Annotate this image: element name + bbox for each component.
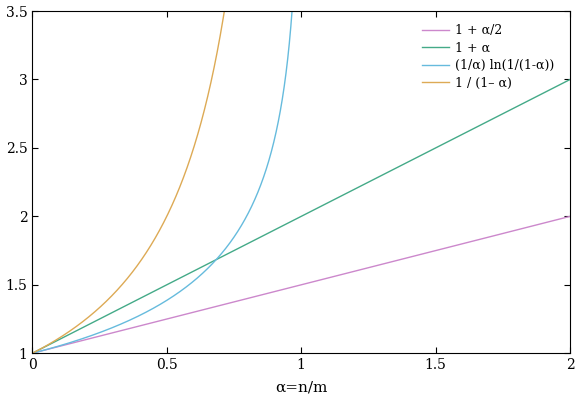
1 + α xyxy=(556,82,563,87)
Legend: 1 + α/2, 1 + α, (1/α) ln(1/(1-α)), 1 / (1– α): 1 + α/2, 1 + α, (1/α) ln(1/(1-α)), 1 / (… xyxy=(418,21,559,93)
1 / (1– α) xyxy=(219,22,226,27)
1 / (1– α) xyxy=(221,9,228,14)
1 + α/2 xyxy=(29,351,36,356)
Line: 1 + α: 1 + α xyxy=(32,80,570,353)
(1/α) ln(1/(1-α)) xyxy=(91,332,98,337)
(1/α) ln(1/(1-α)) xyxy=(61,342,68,347)
1 + α xyxy=(258,234,265,239)
1 + α/2 xyxy=(258,292,265,297)
(1/α) ln(1/(1-α)) xyxy=(89,333,96,338)
Line: 1 + α/2: 1 + α/2 xyxy=(32,216,570,353)
1 / (1– α) xyxy=(192,140,199,145)
1 + α/2 xyxy=(90,335,97,340)
Line: (1/α) ln(1/(1-α)): (1/α) ln(1/(1-α)) xyxy=(32,12,292,353)
X-axis label: α=n/m: α=n/m xyxy=(275,380,327,394)
(1/α) ln(1/(1-α)) xyxy=(29,351,36,356)
1 + α xyxy=(90,320,97,324)
1 / (1– α) xyxy=(104,298,111,302)
1 + α/2 xyxy=(556,217,563,222)
1 + α/2 xyxy=(567,214,574,219)
Line: 1 / (1– α): 1 / (1– α) xyxy=(32,11,224,353)
1 + α/2 xyxy=(235,298,242,303)
(1/α) ln(1/(1-α)) xyxy=(125,318,132,323)
(1/α) ln(1/(1-α)) xyxy=(97,330,104,335)
1 + α xyxy=(235,246,242,251)
1 + α xyxy=(498,112,505,117)
1 + α/2 xyxy=(122,327,129,332)
1 / (1– α) xyxy=(148,241,155,246)
1 / (1– α) xyxy=(30,350,37,355)
1 + α xyxy=(567,77,574,82)
1 + α xyxy=(122,303,129,308)
1 + α/2 xyxy=(498,232,505,236)
(1/α) ln(1/(1-α)) xyxy=(287,34,293,39)
1 / (1– α) xyxy=(29,351,36,356)
(1/α) ln(1/(1-α)) xyxy=(288,9,295,14)
1 + α xyxy=(29,351,36,356)
1 / (1– α) xyxy=(199,115,206,120)
